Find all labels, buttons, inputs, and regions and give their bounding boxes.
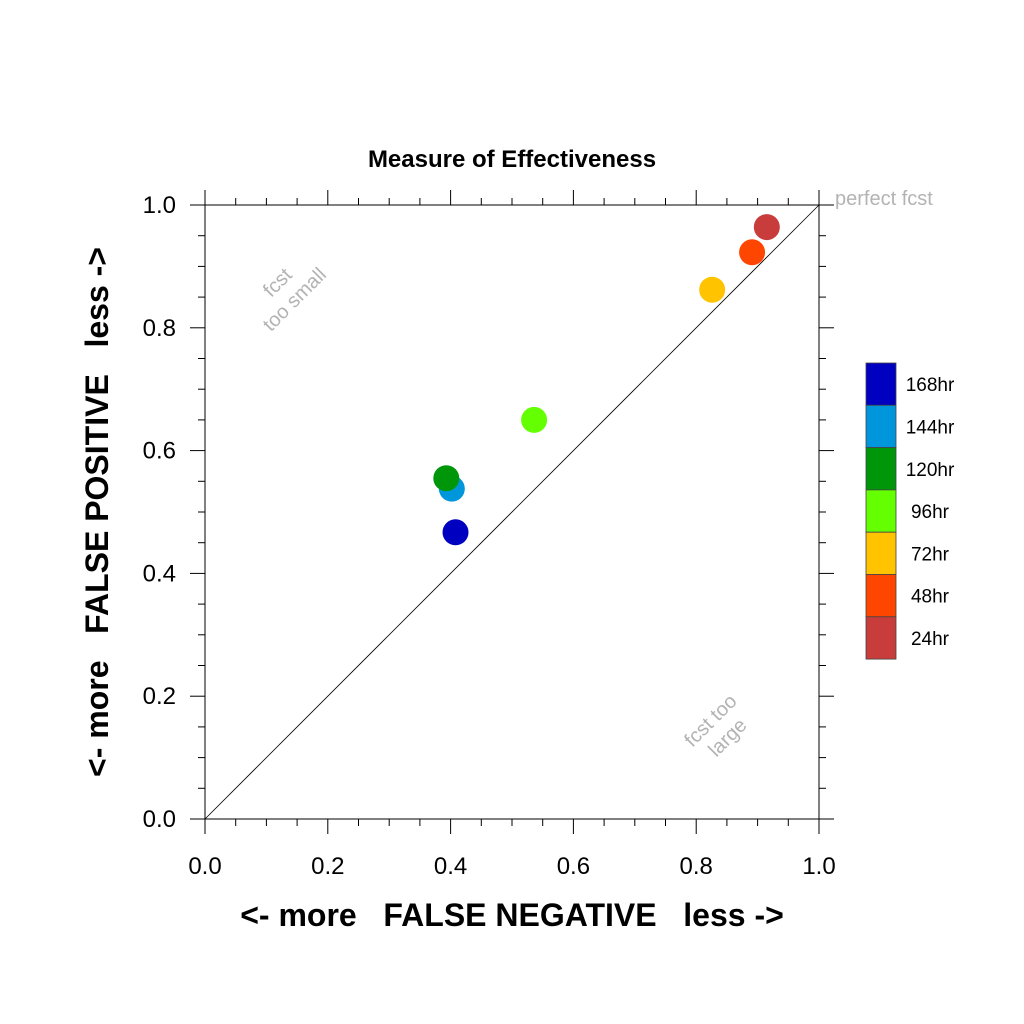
legend-swatch-48hr	[865, 574, 897, 618]
y-tick-label: 0.6	[143, 438, 176, 465]
annotation-perfect-fcst: perfect fcst	[835, 188, 933, 210]
axis-tick-labels: 0.0 0.2 0.4 0.6 0.8 1.0 0.0 0.2 0.4 0.6 0.8 1.0	[143, 192, 836, 880]
legend-swatch-168hr	[865, 362, 897, 406]
legend-label-120hr: 120hr	[906, 460, 955, 481]
legend-label-144hr: 144hr	[906, 417, 955, 438]
annotation-too-large: fcst too large	[680, 690, 751, 761]
axis-ticks	[190, 190, 834, 834]
legend-label-24hr: 24hr	[911, 629, 950, 650]
legend: 168hr 144hr 120hr 96hr 72hr 48hr 24hr	[865, 362, 955, 660]
point-24hr	[753, 214, 780, 241]
y-tick-label: 1.0	[143, 192, 176, 219]
y-tick-label: 0.4	[143, 560, 176, 587]
x-tick-label: 0.4	[434, 853, 467, 880]
legend-swatch-96hr	[865, 489, 897, 533]
perfect-forecast-diagonal	[204, 204, 820, 820]
x-axis-label: <- more FALSE NEGATIVE less ->	[240, 897, 784, 933]
legend-swatch-144hr	[865, 404, 897, 448]
point-48hr	[739, 239, 766, 266]
legend-label-48hr: 48hr	[911, 587, 950, 608]
data-points	[433, 214, 780, 546]
chart-title: Measure of Effectiveness	[368, 146, 656, 173]
legend-label-72hr: 72hr	[911, 544, 950, 565]
y-axis-label: <- more FALSE POSITIVE less ->	[79, 247, 115, 777]
legend-swatch-120hr	[865, 447, 897, 491]
point-168hr	[442, 519, 469, 546]
y-tick-label: 0.0	[143, 806, 176, 833]
annotation-too-small: fcst too small	[259, 264, 331, 336]
x-tick-label: 0.0	[188, 853, 221, 880]
legend-label-168hr: 168hr	[906, 375, 955, 396]
x-tick-label: 1.0	[802, 853, 835, 880]
point-120hr	[433, 465, 460, 492]
legend-swatch-24hr	[865, 616, 897, 660]
x-tick-label: 0.2	[311, 853, 344, 880]
point-96hr	[521, 406, 548, 433]
legend-label-96hr: 96hr	[911, 502, 950, 523]
x-tick-label: 0.6	[557, 853, 590, 880]
y-tick-label: 0.8	[143, 315, 176, 342]
point-72hr	[699, 276, 726, 303]
legend-swatch-72hr	[865, 531, 897, 575]
y-tick-label: 0.2	[143, 683, 176, 710]
x-tick-label: 0.8	[680, 853, 713, 880]
